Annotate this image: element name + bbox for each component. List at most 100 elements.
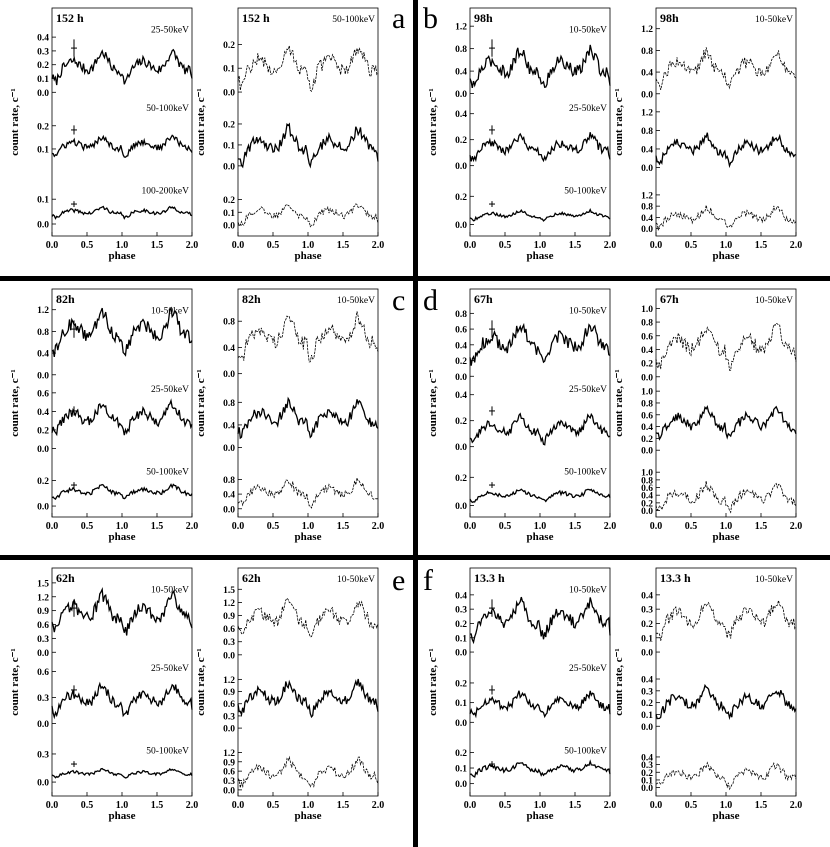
trace-trace-1 [237, 45, 379, 93]
x-tick-label: 2.0 [604, 240, 617, 251]
y-tick-label: 0.1 [223, 65, 235, 75]
x-tick-label: 1.5 [151, 521, 164, 532]
x-tick-label: 1.5 [755, 800, 768, 811]
y-tick-label: 0.1 [37, 145, 49, 155]
series-band-label: 25-50keV [151, 26, 189, 36]
trace-10-50keV [51, 586, 193, 636]
time-label: 62h [242, 571, 261, 585]
y-tick-label: 0.6 [37, 668, 49, 678]
plot-frame [237, 7, 379, 237]
x-axis-label: phase [295, 810, 322, 822]
y-tick-label: 1.5 [223, 586, 235, 596]
y-tick-label: 0.4 [37, 350, 49, 360]
y-tick-label: 0.0 [641, 373, 653, 383]
y-tick-label: 0.4 [641, 214, 653, 224]
trace-50-100keV [469, 488, 611, 504]
x-tick-label: 0.0 [232, 800, 245, 811]
y-axis-label: count rate, c⁻¹ [613, 369, 625, 436]
series-band-label: 100-200keV [142, 186, 190, 196]
y-tick-label: 0.1 [455, 765, 467, 775]
y-tick-label: 0.0 [455, 221, 467, 231]
trace-25-50keV [469, 132, 611, 163]
horizontal-separator-1 [0, 276, 830, 281]
y-tick-label: 0.0 [455, 373, 467, 383]
y-tick-label: 0.6 [37, 621, 49, 631]
x-tick-label: 0.0 [46, 521, 59, 532]
plot-frame [469, 7, 611, 237]
y-tick-label: 0.4 [641, 492, 653, 502]
y-tick-label: 0.4 [455, 591, 467, 601]
y-tick-label: 0.1 [223, 209, 235, 219]
trace-50-100keV [51, 134, 193, 158]
trace-50-100keV [469, 207, 611, 222]
x-tick-label: 0.0 [46, 800, 59, 811]
y-tick-label: 0.3 [37, 635, 49, 645]
y-tick-label: 0.6 [223, 700, 235, 710]
y-axis-label: count rate, c⁻¹ [9, 369, 21, 436]
y-tick-label: 0.8 [455, 45, 467, 55]
series-band-label: 50-100keV [146, 104, 189, 114]
y-tick-label: 0.0 [223, 786, 235, 796]
y-tick-label: 1.2 [37, 593, 49, 603]
x-tick-label: 0.5 [685, 800, 698, 811]
y-tick-label: 0.4 [641, 423, 653, 433]
series-band-label: 25-50keV [151, 664, 189, 674]
x-tick-label: 0.0 [650, 521, 663, 532]
right-chart-c: 82h 10-50keV count rate, c⁻¹ 0.0 0.5 1.0 1.5 2.… [195, 288, 384, 543]
time-label: 62h [56, 571, 75, 585]
series-band-label: 50-100keV [146, 746, 189, 756]
y-tick-label: 0.4 [455, 391, 467, 401]
trace-10-50keV [470, 596, 611, 645]
series-band-label: 10-50keV [569, 586, 607, 596]
left-chart-b: 98h count rate, c⁻¹ 0.0 0.5 1.0 1.5 2.0 phase 0.… [427, 7, 617, 262]
y-tick-label: 0.6 [455, 326, 467, 336]
x-tick-label: 2.0 [186, 521, 199, 532]
y-tick-label: 0.2 [455, 193, 467, 203]
y-tick-label: 0.2 [641, 360, 653, 370]
x-axis-label: phase [109, 531, 136, 543]
time-label: 98h [660, 11, 679, 25]
y-tick-label: 0.0 [641, 90, 653, 100]
trace-25-50keV [469, 412, 611, 446]
y-tick-label: 0.0 [455, 649, 467, 659]
y-tick-label: 0.3 [641, 687, 653, 697]
y-tick-label: 1.0 [641, 469, 653, 479]
time-label: 152 h [56, 11, 84, 25]
trace-trace-2 [237, 396, 379, 440]
right-chart-b: 98h 10-50keV count rate, c⁻¹ 0.0 0.5 1.0 1.5 2.… [613, 7, 803, 262]
trace-trace-2 [655, 683, 797, 721]
x-tick-label: 0.0 [232, 240, 245, 251]
y-tick-label: 0.8 [223, 476, 235, 486]
x-tick-label: 0.5 [499, 240, 512, 251]
y-tick-label: 0.4 [641, 753, 653, 763]
series-band-label: 25-50keV [569, 385, 607, 395]
series-band-label: 10-50keV [569, 26, 607, 36]
y-tick-label: 1.2 [455, 23, 467, 33]
x-axis-label: phase [713, 810, 740, 822]
y-tick-label: 0.4 [455, 110, 467, 120]
y-tick-label: 0.3 [455, 606, 467, 616]
y-tick-label: 0.1 [641, 711, 653, 721]
y-tick-label: 0.4 [641, 145, 653, 155]
trace-trace-2 [237, 678, 379, 719]
y-tick-label: 0.0 [455, 719, 467, 729]
panel-f: f 13.3 h count rate, c⁻¹ 0.0 0.5 1.0 1.5 2.0 pha… [423, 564, 802, 822]
x-tick-label: 1.0 [720, 521, 733, 532]
trace-10-50keV [51, 306, 193, 358]
y-tick-label: 0.2 [37, 61, 49, 71]
x-tick-label: 2.0 [790, 240, 803, 251]
left-chart-d: 67h count rate, c⁻¹ 0.0 0.5 1.0 1.5 2.0 phase 0.… [427, 288, 616, 543]
x-axis-label: phase [713, 250, 740, 262]
y-tick-label: 1.2 [641, 191, 653, 201]
x-tick-label: 1.0 [302, 800, 315, 811]
y-axis-label: count rate, c⁻¹ [427, 88, 439, 155]
y-tick-label: 0.0 [37, 89, 49, 99]
y-tick-label: 1.2 [223, 676, 235, 686]
time-label: 82h [56, 292, 75, 306]
y-tick-label: 0.8 [455, 310, 467, 320]
trace-25-50keV [51, 681, 193, 720]
y-tick-label: 0.4 [223, 491, 235, 501]
x-tick-label: 1.5 [755, 521, 768, 532]
y-tick-label: 0.0 [37, 649, 49, 659]
x-tick-label: 0.0 [464, 240, 477, 251]
